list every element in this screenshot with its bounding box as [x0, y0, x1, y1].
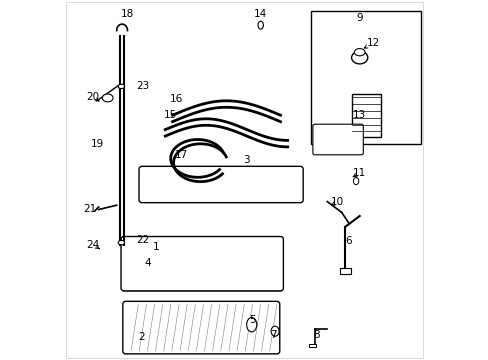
- Text: 20: 20: [86, 92, 99, 102]
- Ellipse shape: [118, 240, 124, 245]
- Bar: [309, 344, 315, 347]
- Ellipse shape: [351, 51, 367, 64]
- FancyBboxPatch shape: [121, 237, 283, 291]
- Text: 3: 3: [243, 155, 249, 165]
- Text: 1: 1: [153, 242, 159, 252]
- Text: 7: 7: [269, 330, 276, 340]
- Text: 12: 12: [366, 38, 379, 48]
- Text: 11: 11: [352, 168, 366, 178]
- Ellipse shape: [258, 21, 263, 29]
- Text: 9: 9: [356, 13, 362, 23]
- Text: 14: 14: [254, 9, 267, 19]
- Text: 4: 4: [143, 258, 150, 268]
- Text: 2: 2: [138, 332, 145, 342]
- Ellipse shape: [270, 326, 279, 336]
- Text: 23: 23: [136, 81, 149, 91]
- FancyBboxPatch shape: [139, 166, 303, 203]
- Text: 6: 6: [345, 236, 351, 246]
- Bar: [310, 11, 420, 144]
- Text: 15: 15: [164, 110, 177, 120]
- Bar: [352, 94, 381, 137]
- Ellipse shape: [118, 84, 124, 89]
- Text: 5: 5: [249, 315, 256, 325]
- Ellipse shape: [102, 94, 113, 102]
- Text: 24: 24: [86, 240, 100, 250]
- Bar: [339, 268, 350, 274]
- Text: 13: 13: [352, 110, 365, 120]
- FancyBboxPatch shape: [312, 124, 363, 155]
- Ellipse shape: [353, 177, 358, 185]
- Ellipse shape: [246, 318, 256, 332]
- Text: 22: 22: [136, 235, 149, 246]
- Text: 8: 8: [312, 330, 319, 340]
- Text: 16: 16: [170, 94, 183, 104]
- Text: 19: 19: [91, 139, 104, 149]
- Text: 10: 10: [330, 197, 343, 207]
- Text: 18: 18: [121, 9, 134, 19]
- Ellipse shape: [354, 49, 365, 56]
- Text: 17: 17: [175, 150, 188, 160]
- Text: 21: 21: [83, 204, 96, 214]
